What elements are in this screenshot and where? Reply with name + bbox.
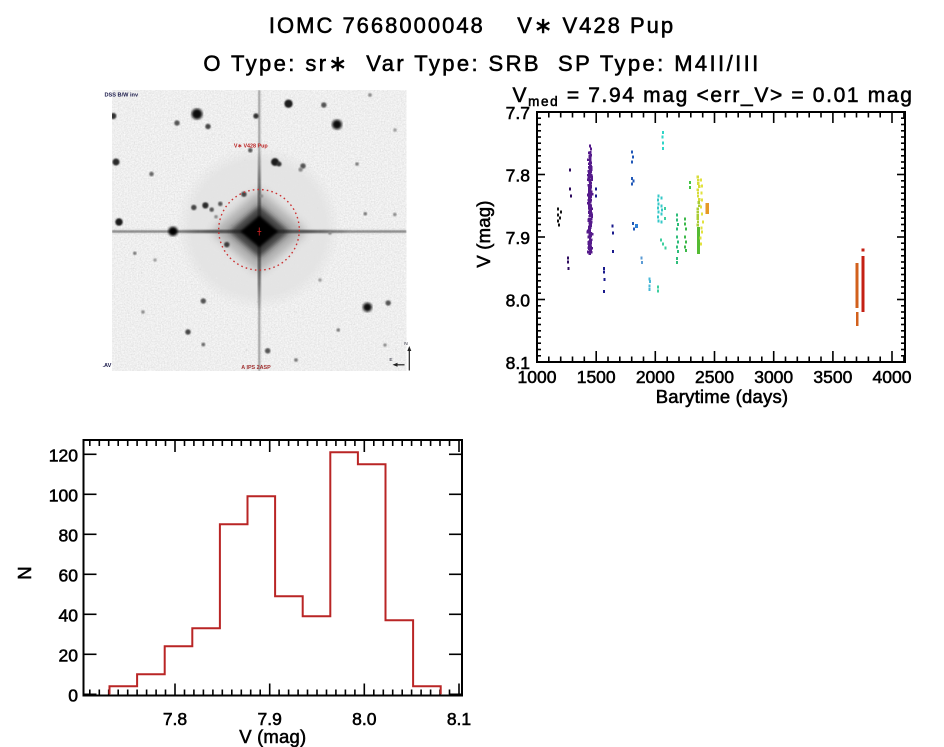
svg-text:2500: 2500 [695,367,734,387]
svg-text:100: 100 [49,485,78,505]
svg-text:8.1: 8.1 [506,353,530,373]
svg-text:8.0: 8.0 [506,291,531,311]
svg-text:Vmed = 7.94 mag <err_V> = 0.01: Vmed = 7.94 mag <err_V> = 0.01 mag [512,84,913,109]
svg-text:7.8: 7.8 [506,166,530,186]
svg-text:1000: 1000 [518,367,557,387]
svg-text:V (mag): V (mag) [239,726,306,747]
svg-text:7.8: 7.8 [163,709,187,729]
svg-text:0: 0 [68,685,78,705]
svg-text:IOMC 7668000048 V∗ V428 Pup: IOMC 7668000048 V∗ V428 Pup [269,13,675,38]
svg-text:2000: 2000 [636,367,675,387]
svg-text:DSS B/W inv: DSS B/W inv [105,93,139,99]
svg-text:A IPS 2ASP: A IPS 2ASP [241,365,271,371]
svg-text:8.1: 8.1 [447,709,471,729]
svg-text:7.9: 7.9 [506,228,530,248]
svg-text:3500: 3500 [813,367,852,387]
svg-text:V (mag): V (mag) [473,200,494,267]
svg-text:V∗ V428 Pup: V∗ V428 Pup [234,143,269,149]
svg-text:.AV: .AV [103,363,112,369]
svg-text:3000: 3000 [754,367,793,387]
svg-text:7.7: 7.7 [506,103,530,123]
svg-text:8.0: 8.0 [352,709,377,729]
svg-text:O Type: sr∗ Var Type: SRB SP: O Type: sr∗ Var Type: SRB SP Type: M4II/… [203,51,760,76]
svg-text:N: N [404,341,408,347]
svg-text:Barytime (days): Barytime (days) [656,386,789,407]
svg-text:80: 80 [59,525,79,545]
svg-text:1500: 1500 [577,367,616,387]
svg-text:40: 40 [59,605,79,625]
svg-text:120: 120 [49,445,78,465]
svg-text:7.9: 7.9 [258,709,282,729]
svg-text:60: 60 [59,565,79,585]
svg-text:4000: 4000 [873,367,912,387]
svg-text:E: E [389,357,392,363]
svg-text:20: 20 [59,645,79,665]
svg-text:N: N [14,566,35,579]
